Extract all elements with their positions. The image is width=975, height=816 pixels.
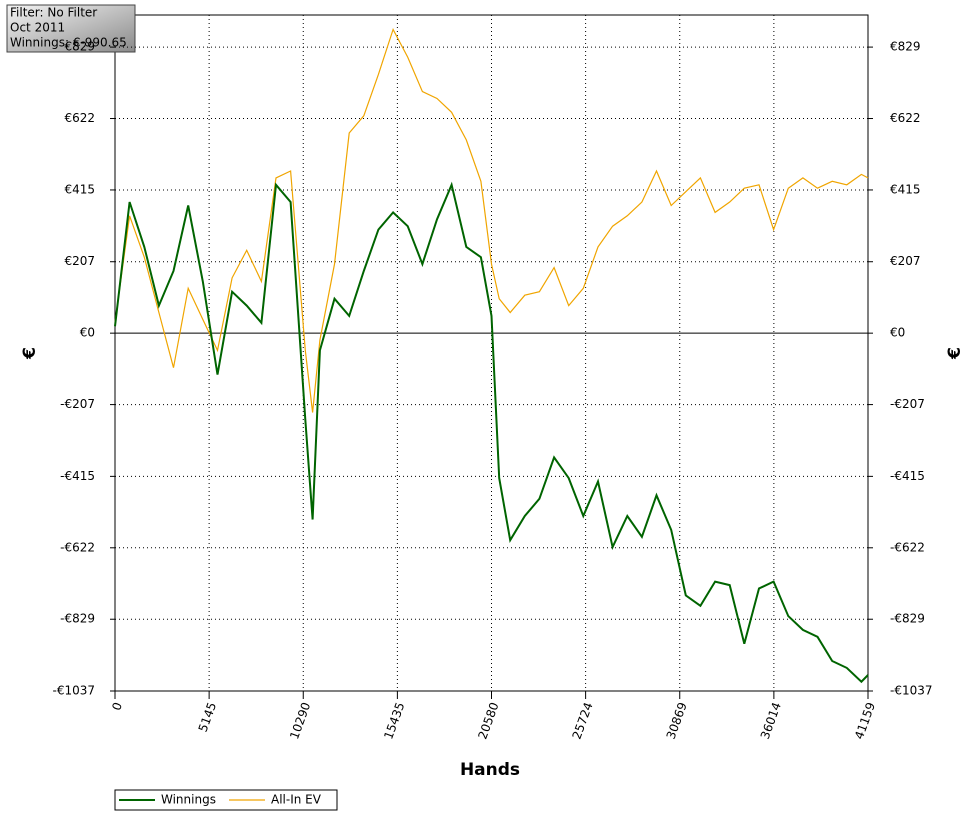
info-date: Oct 2011 <box>10 21 65 35</box>
y2-tick-label: €829 <box>890 40 921 54</box>
info-winnings: Winnings: €-990.65 <box>10 36 127 50</box>
legend-label: Winnings <box>161 793 216 807</box>
x-tick-label: 5145 <box>196 700 220 733</box>
y2-tick-label: -€1037 <box>890 684 933 698</box>
y2-tick-label: €207 <box>890 254 921 268</box>
y-axis-label: € <box>20 347 40 360</box>
x-tick-label: 0 <box>109 700 125 712</box>
y2-tick-label: €622 <box>890 111 921 125</box>
y2-axis-label: € <box>945 347 965 360</box>
y-tick-label: -€622 <box>60 540 95 554</box>
y-tick-label: -€415 <box>60 469 95 483</box>
legend-box <box>114 789 338 811</box>
y2-tick-label: -€829 <box>890 612 925 626</box>
x-tick-label: 30869 <box>664 700 690 741</box>
x-tick-label: 20580 <box>475 700 501 741</box>
y-tick-label: -€1037 <box>52 684 95 698</box>
y-tick-label: €415 <box>64 182 95 196</box>
y-tick-label: €829 <box>64 40 95 54</box>
x-tick-label: 36014 <box>758 700 784 741</box>
y2-tick-label: -€415 <box>890 469 925 483</box>
y2-tick-label: €0 <box>890 326 905 340</box>
info-filter: Filter: No Filter <box>10 6 97 20</box>
x-tick-label: 15435 <box>381 700 407 741</box>
y-tick-label: €0 <box>80 326 95 340</box>
y-tick-label: €207 <box>64 254 95 268</box>
y-tick-label: -€829 <box>60 612 95 626</box>
y2-tick-label: €415 <box>890 182 921 196</box>
legend-label: All-In EV <box>271 793 322 807</box>
series-line <box>114 181 869 684</box>
x-tick-label: 25724 <box>570 700 596 741</box>
y-tick-label: -€207 <box>60 397 95 411</box>
x-tick-label: 10290 <box>287 700 313 741</box>
x-tick-label: 41159 <box>852 700 878 741</box>
y2-tick-label: -€207 <box>890 397 925 411</box>
series-line <box>114 27 869 413</box>
info-box <box>6 4 136 53</box>
plot-area <box>114 14 869 692</box>
y-tick-label: €622 <box>64 111 95 125</box>
y2-tick-label: -€622 <box>890 540 925 554</box>
x-axis-label: Hands <box>460 760 520 780</box>
